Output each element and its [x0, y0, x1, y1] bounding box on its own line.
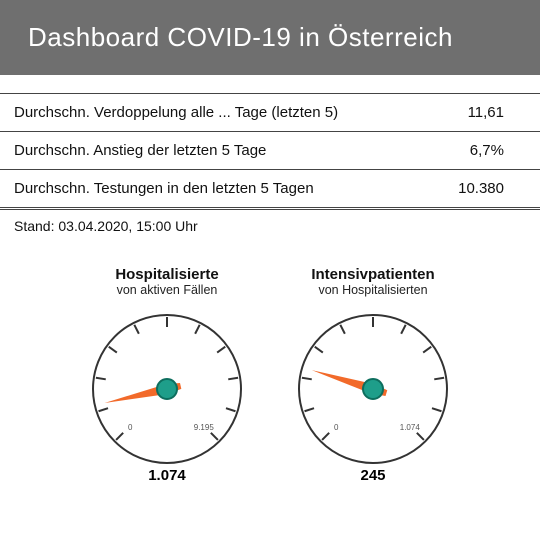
gauge-subtitle: von Hospitalisierten	[278, 283, 468, 297]
gauge-title: Hospitalisierte	[72, 266, 262, 283]
timestamp-label: Stand: 03.04.2020, 15:00 Uhr	[0, 210, 540, 234]
table-row: Durchschn. Verdoppelung alle ... Tage (l…	[0, 94, 540, 132]
dashboard-title: Dashboard COVID-19 in Österreich	[28, 22, 453, 52]
gauge-chart: 0 9.195	[83, 305, 251, 473]
gauge-title: Intensivpatienten	[278, 266, 468, 283]
gauge-chart: 0 1.074	[289, 305, 457, 473]
stat-value: 10.380	[424, 170, 540, 209]
stat-label: Durchschn. Verdoppelung alle ... Tage (l…	[0, 94, 424, 132]
stats-table: Durchschn. Verdoppelung alle ... Tage (l…	[0, 93, 540, 210]
gauges-row: Hospitalisierte von aktiven Fällen 0 9.19…	[0, 266, 540, 484]
svg-text:9.195: 9.195	[194, 423, 215, 432]
gauge-value: 245	[278, 467, 468, 484]
table-row: Durchschn. Testungen in den letzten 5 Ta…	[0, 170, 540, 209]
stat-value: 6,7%	[424, 132, 540, 170]
stat-value: 11,61	[424, 94, 540, 132]
gauge-value: 1.074	[72, 467, 262, 484]
stat-label: Durchschn. Testungen in den letzten 5 Ta…	[0, 170, 424, 209]
stat-label: Durchschn. Anstieg der letzten 5 Tage	[0, 132, 424, 170]
svg-text:0: 0	[334, 423, 339, 432]
gauge-hospitalised: Hospitalisierte von aktiven Fällen 0 9.19…	[72, 266, 262, 484]
gauge-icu: Intensivpatienten von Hospitalisierten 0…	[278, 266, 468, 484]
svg-text:1.074: 1.074	[400, 423, 421, 432]
svg-text:0: 0	[128, 423, 133, 432]
dashboard-header: Dashboard COVID-19 in Österreich	[0, 0, 540, 75]
gauge-subtitle: von aktiven Fällen	[72, 283, 262, 297]
table-row: Durchschn. Anstieg der letzten 5 Tage 6,…	[0, 132, 540, 170]
